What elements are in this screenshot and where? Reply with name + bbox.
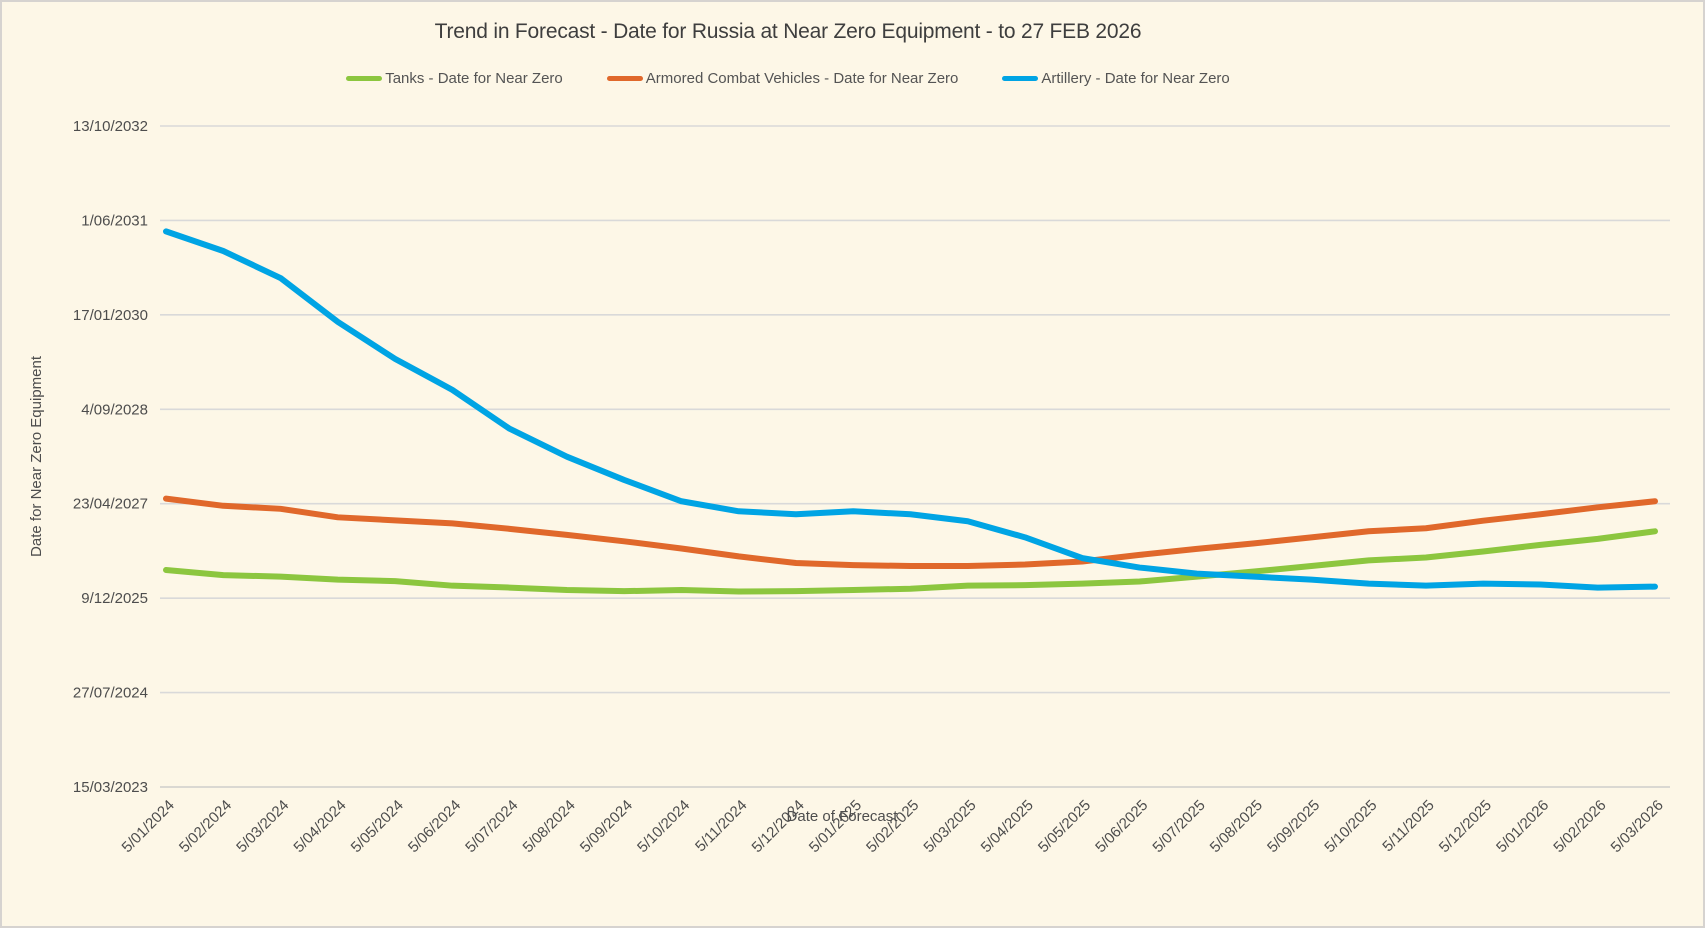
- legend-item-artillery: Artillery - Date for Near Zero: [1002, 70, 1230, 87]
- x-tick-label: 5/02/2026: [1550, 797, 1609, 856]
- x-tick-label: 5/05/2025: [1035, 797, 1094, 856]
- x-tick-label: 5/11/2024: [692, 797, 750, 855]
- legend-label-armored-combat-vehicles: Armored Combat Vehicles - Date for Near …: [645, 70, 959, 87]
- legend-swatch-tanks-icon: [346, 76, 383, 81]
- legend: Tanks - Date for Near Zero Armored Comba…: [2, 70, 1574, 87]
- y-tick-label: 1/06/2031: [81, 212, 148, 229]
- legend-swatch-artillery-icon: [1002, 76, 1039, 81]
- x-tick-label: 5/06/2024: [405, 797, 464, 856]
- x-tick-label: 5/09/2025: [1264, 797, 1323, 856]
- x-tick-label: 5/01/2025: [806, 797, 865, 856]
- x-tick-label: 5/08/2025: [1207, 797, 1266, 856]
- legend-label-tanks: Tanks - Date for Near Zero: [385, 70, 563, 87]
- legend-item-armored-combat-vehicles: Armored Combat Vehicles - Date for Near …: [606, 70, 959, 87]
- y-tick-label: 4/09/2028: [81, 401, 148, 418]
- x-tick-label: 5/03/2024: [233, 797, 292, 856]
- legend-swatch-armored-combat-vehicles-icon: [606, 76, 643, 81]
- x-tick-label: 5/11/2025: [1379, 797, 1437, 855]
- x-tick-label: 5/02/2024: [176, 797, 235, 856]
- legend-label-artillery: Artillery - Date for Near Zero: [1041, 70, 1230, 87]
- x-tick-label: 5/07/2024: [462, 797, 521, 856]
- x-tick-label: 5/10/2024: [634, 797, 693, 856]
- series-line: [163, 495, 1658, 570]
- x-tick-label: 5/09/2024: [577, 797, 636, 856]
- legend-item-tanks: Tanks - Date for Near Zero: [346, 70, 563, 87]
- y-tick-label: 27/07/2024: [73, 685, 148, 702]
- y-tick-label: 17/01/2030: [73, 307, 148, 324]
- x-tick-label: 5/01/2026: [1493, 797, 1552, 856]
- y-tick-label: 9/12/2025: [81, 590, 148, 607]
- x-tick-label: 5/03/2025: [920, 797, 979, 856]
- x-tick-label: 5/06/2025: [1092, 797, 1151, 856]
- chart-title: Trend in Forecast - Date for Russia at N…: [434, 20, 1142, 43]
- x-tick-label: 5/08/2024: [520, 797, 579, 856]
- x-tick-label: 5/07/2025: [1149, 797, 1208, 856]
- x-axis-title: Date of Forecast: [786, 808, 898, 825]
- x-tick-label: 5/03/2026: [1608, 797, 1667, 856]
- x-tick-label: 5/02/2025: [863, 797, 922, 856]
- y-tick-label: 23/04/2027: [73, 496, 148, 513]
- x-tick-label: 5/10/2025: [1321, 797, 1380, 856]
- x-tick-label: 5/05/2024: [348, 797, 407, 856]
- y-tick-label: 15/03/2023: [73, 779, 148, 796]
- series-line: [163, 228, 1658, 591]
- x-tick-label: 5/01/2024: [119, 797, 178, 856]
- x-tick-label: 5/04/2024: [290, 797, 349, 856]
- x-tick-label: 5/12/2025: [1436, 797, 1495, 856]
- x-tick-label: 5/12/2024: [749, 797, 808, 856]
- y-tick-label: 13/10/2032: [73, 118, 148, 135]
- series-line: [163, 528, 1658, 595]
- x-tick-label: 5/04/2025: [978, 797, 1037, 856]
